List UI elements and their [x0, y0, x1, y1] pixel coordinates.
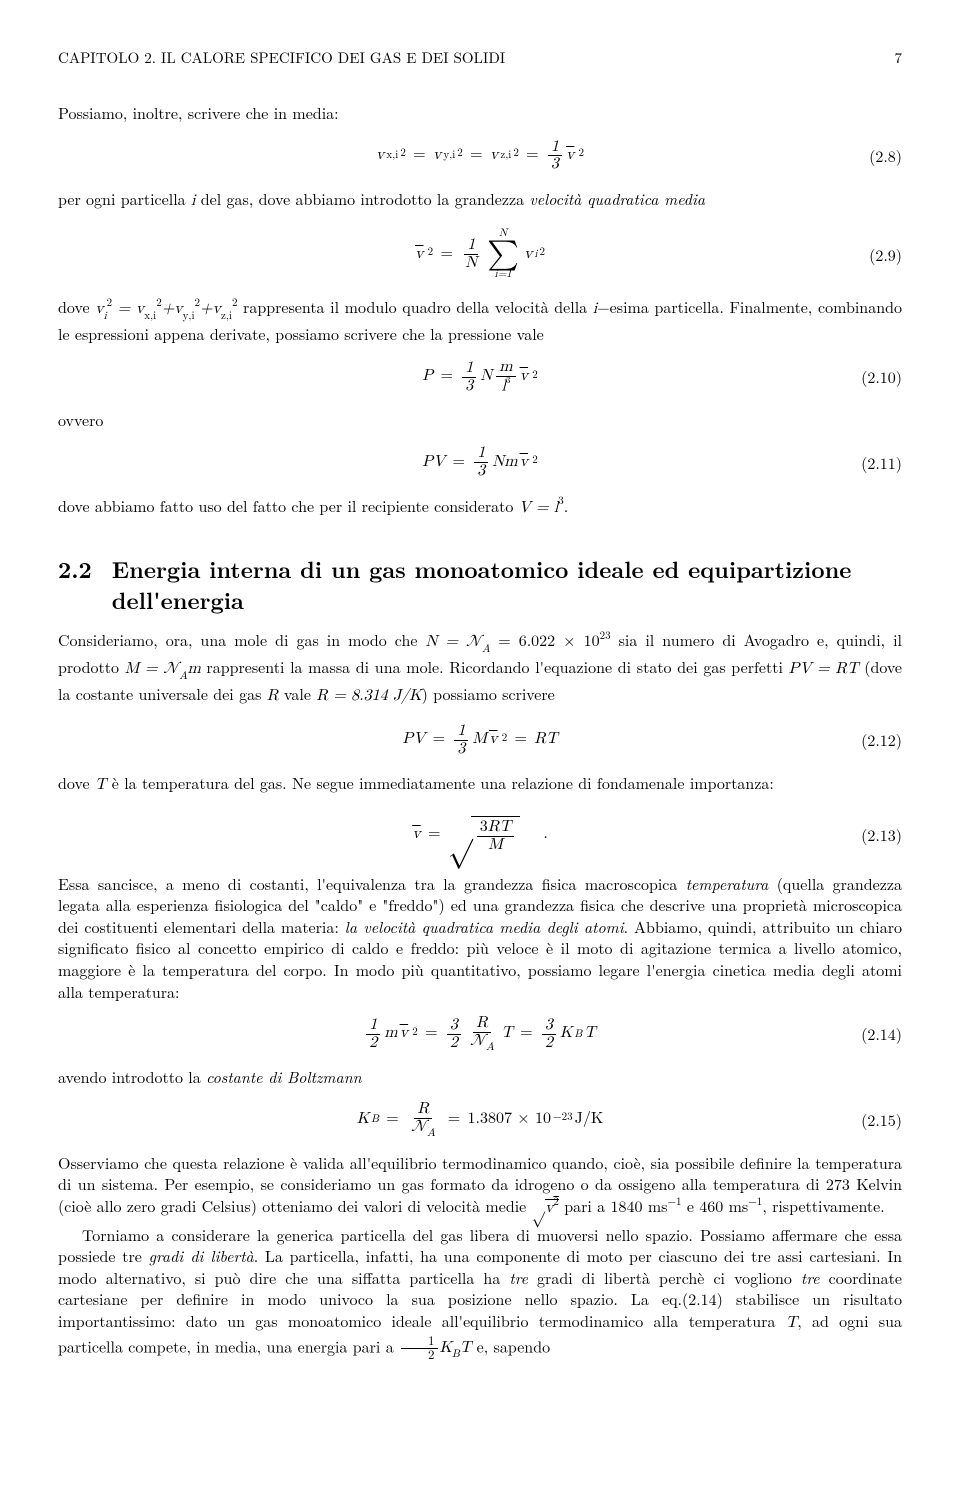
equation-2-9-body: v 2 = 1N N∑i=1 vi2 [415, 228, 545, 280]
paragraph-10: Osserviamo che questa relazione è valida… [58, 1152, 902, 1220]
paragraph-8: Essa sancisce, a meno di costanti, l'equ… [58, 873, 902, 1003]
paragraph-2: per ogni particella i del gas, dove abbi… [58, 188, 902, 213]
page-header: CAPITOLO 2. IL CALORE SPECIFICO DEI GAS … [58, 48, 902, 68]
paragraph-6: Consideriamo, ora, una mole di gas in mo… [58, 629, 902, 708]
section-heading-2-2: 2.2 Energia interna di un gas monoatomic… [58, 553, 902, 615]
equation-2-10: P = 13 N ml3 v 2 (2.10) [58, 355, 902, 399]
equation-2-8: vx,i2 = vy,i2 = vz,i2 = 13 v 2 (2.8) [58, 134, 902, 178]
paragraph-11: Torniamo a considerare la generica parti… [58, 1224, 902, 1363]
equation-2-9: v 2 = 1N N∑i=1 vi2 (2.9) [58, 222, 902, 286]
section-title: Energia interna di un gas monoatomico id… [112, 553, 902, 615]
paragraph-3: dove vi2 = vx,i2+vy,i2+vz,i2 rappresenta… [58, 296, 902, 345]
equation-2-11-body: PV = 13 Nmv 2 [422, 445, 537, 480]
paragraph-5: dove abbiamo fatto uso del fatto che per… [58, 495, 902, 520]
equation-2-14: 12 mv 2 = 32 R𝒩A T = 32 KBT (2.14) [58, 1012, 902, 1056]
equation-2-11: PV = 13 Nmv 2 (2.11) [58, 441, 902, 485]
equation-2-13: v = √ 3RTM . (2.13) [58, 807, 902, 863]
equation-number: (2.10) [861, 366, 902, 388]
paragraph-ovvero: ovvero [58, 409, 902, 431]
paragraph-7: dove T è la temperatura del gas. Ne segu… [58, 772, 902, 797]
paragraph-9: avendo introdotto la costante di Boltzma… [58, 1066, 902, 1088]
equation-number: (2.15) [861, 1109, 902, 1131]
equation-number: (2.11) [861, 452, 902, 474]
header-chapter: CAPITOLO 2. IL CALORE SPECIFICO DEI GAS … [58, 48, 505, 68]
equation-2-8-body: vx,i2 = vy,i2 = vz,i2 = 13 v 2 [376, 139, 584, 174]
equation-2-13-body: v = √ 3RTM . [412, 816, 548, 854]
section-number: 2.2 [58, 553, 92, 615]
equation-2-12: PV = 13 Mv 2 = RT (2.12) [58, 718, 902, 762]
equation-2-10-body: P = 13 N ml3 v 2 [422, 359, 538, 395]
paragraph-intro: Possiamo, inoltre, scrivere che in media… [58, 102, 902, 124]
equation-number: (2.12) [861, 729, 902, 751]
equation-number: (2.9) [869, 244, 902, 266]
equation-2-12-body: PV = 13 Mv 2 = RT [402, 723, 557, 758]
equation-2-15-body: KB = R𝒩A = 1.3807 × 10−23J/K [357, 1101, 604, 1139]
equation-number: (2.8) [869, 145, 902, 167]
equation-2-14-body: 12 mv 2 = 32 R𝒩A T = 32 KBT [364, 1015, 595, 1053]
equation-2-15: KB = R𝒩A = 1.3807 × 10−23J/K (2.15) [58, 1098, 902, 1142]
header-page-number: 7 [894, 48, 902, 68]
equation-number: (2.13) [861, 824, 902, 846]
equation-number: (2.14) [861, 1023, 902, 1045]
